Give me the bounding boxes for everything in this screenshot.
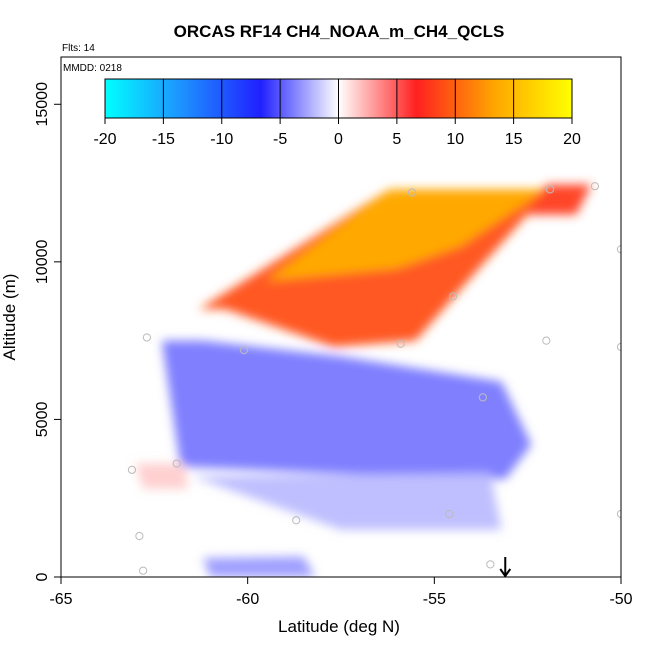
down-arrow-head — [499, 568, 512, 578]
sample-point — [239, 345, 249, 355]
y-tick-label: 10000 — [34, 240, 51, 285]
chart-title: ORCAS RF14 CH4_NOAA_m_CH4_QCLS — [174, 22, 505, 41]
y-axis: 0 5000 10000 15000 — [34, 82, 62, 581]
sample-point — [135, 531, 144, 541]
heatmap-region: mid-troposphere negative — [161, 340, 532, 480]
x-tick-label: -55 — [423, 591, 446, 608]
heatmap-region: upper core — [266, 189, 547, 281]
y-tick-label: 5000 — [34, 402, 51, 438]
sample-point — [142, 333, 151, 342]
colorbar-tick-label: -20 — [93, 131, 116, 148]
colorbar-tick-label: 20 — [563, 131, 581, 148]
colorbar-tick-label: 5 — [392, 131, 401, 148]
x-axis-label: Latitude (deg N) — [278, 617, 400, 636]
sample-point — [545, 185, 555, 194]
heatmap-region: near-surface negative — [202, 556, 315, 577]
x-axis: -65 -60 -55 -50 — [49, 576, 633, 608]
x-tick-label: -65 — [49, 591, 72, 608]
flights-annotation: Flts: 14 — [62, 43, 95, 54]
colorbar-tick-label: -10 — [210, 131, 233, 148]
date-annotation: MMDD: 0218 — [63, 63, 122, 74]
y-axis-label: Altitude (m) — [0, 274, 19, 361]
sample-point — [172, 459, 181, 468]
colorbar-tick-label: -5 — [273, 131, 287, 148]
sample-point — [590, 182, 599, 191]
sample-point — [478, 393, 487, 402]
plot-area: upper positive bandupper coretop rimmid-… — [60, 56, 622, 578]
sample-point — [396, 339, 405, 348]
sample-point — [616, 245, 621, 254]
heatmap-region: lower negative band — [191, 473, 502, 530]
sample-point — [542, 336, 551, 345]
heatmap-regions: upper positive bandupper coretop rimmid-… — [135, 184, 592, 577]
sample-point — [127, 465, 137, 474]
x-tick-label: -50 — [609, 591, 632, 608]
sample-point — [616, 509, 621, 519]
sample-point — [616, 342, 621, 352]
sample-point — [486, 560, 495, 569]
sample-point — [139, 566, 148, 575]
sample-point — [292, 516, 301, 525]
sample-points — [127, 182, 621, 575]
colorbar-tick-label: 15 — [505, 131, 523, 148]
colorbar: -20 -15 -10 -5 0 5 10 15 20 — [93, 78, 581, 148]
sample-point — [448, 292, 458, 301]
heatmap-region: top rim — [527, 184, 592, 215]
location-marker — [499, 557, 512, 578]
sample-point — [445, 509, 454, 519]
sample-point — [407, 188, 417, 197]
y-tick-label: 15000 — [34, 82, 51, 127]
x-tick-label: -60 — [236, 591, 259, 608]
colorbar-tick-label: 0 — [334, 131, 343, 148]
colorbar-tick-label: 10 — [446, 131, 464, 148]
colorbar-tick-label: -15 — [152, 131, 175, 148]
heatmap-region: low-level positive patch — [135, 463, 188, 489]
y-tick-label: 0 — [34, 572, 51, 581]
